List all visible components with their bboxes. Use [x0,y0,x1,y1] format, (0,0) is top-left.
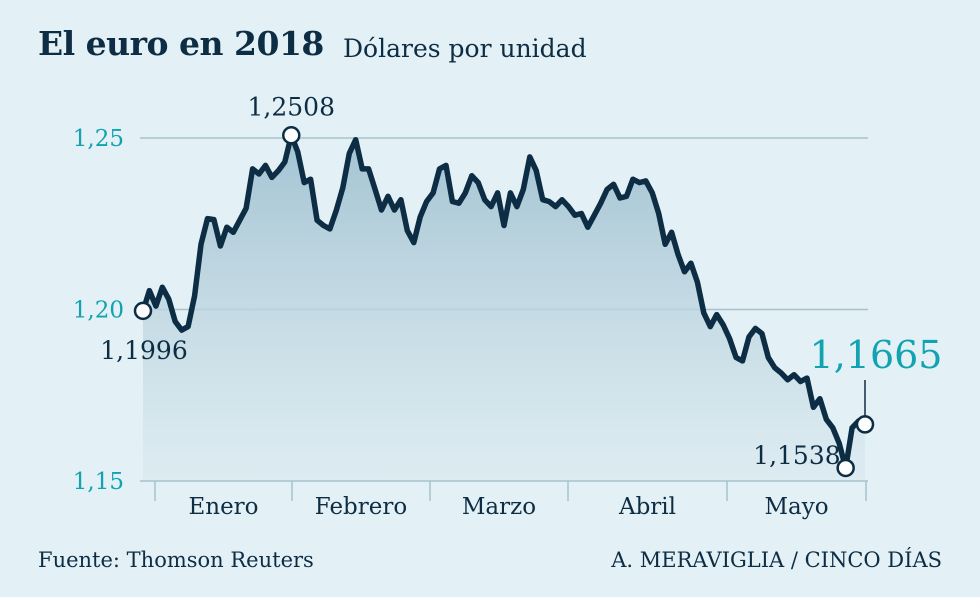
marker-last [855,415,875,434]
y-tick-label: 1,25 [73,126,124,152]
annotation-min: 1,1538 [753,441,840,470]
series-line [140,132,868,471]
marker-min [836,458,855,478]
month-label: Abril [618,494,676,520]
annotation-markers: 1,1996 1,2508 1,1538 1,1665 [100,92,943,478]
y-tick-label: 1,20 [73,298,124,324]
month-label: Enero [188,494,258,520]
footer-source: Fuente: Thomson Reuters [38,548,314,572]
marker-start [133,301,153,321]
month-label: Marzo [462,494,536,520]
annotation-start: 1,1996 [100,336,187,365]
area-fill [143,135,865,482]
x-axis [140,480,868,501]
footer-credit: A. MERAVIGLIA / CINCO DÍAS [611,548,942,572]
marker-max [282,126,301,145]
month-label: Febrero [315,494,407,520]
chart-subtitle: Dólares por unidad [343,34,587,63]
annotation-last: 1,1665 [810,333,943,377]
annotation-max: 1,2508 [248,92,335,121]
month-labels: Enero Febrero Marzo Abril Mayo [188,494,828,520]
month-label: Mayo [764,494,828,520]
y-tick-labels: 1,25 1,20 1,15 [73,126,124,495]
y-tick-label: 1,15 [73,469,124,495]
chart-title: El euro en 2018 [38,24,324,63]
